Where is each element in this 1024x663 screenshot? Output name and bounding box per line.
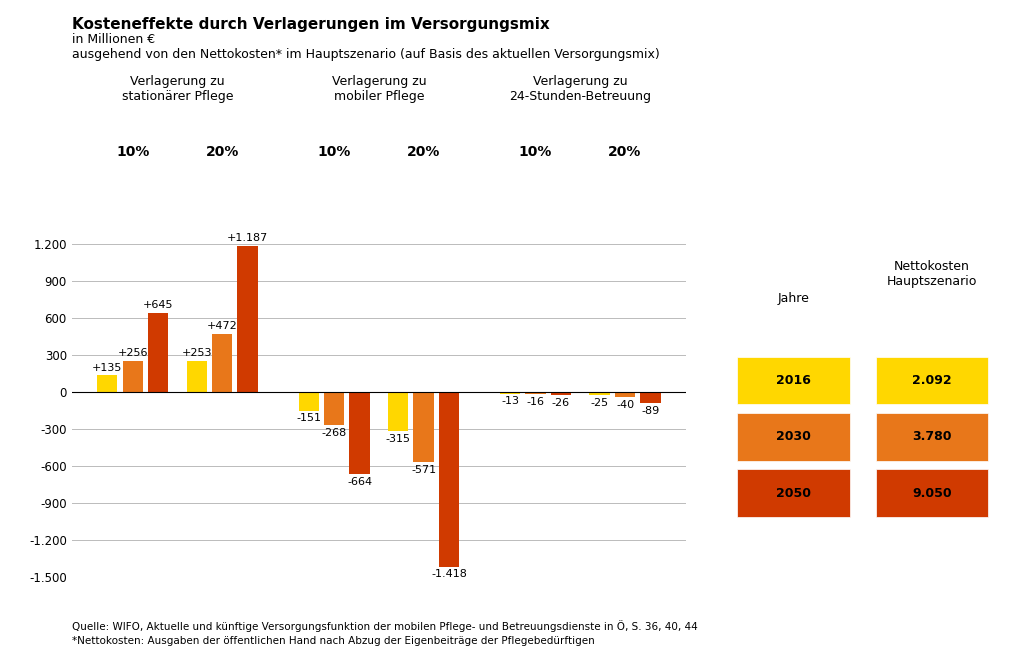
Text: 9.050: 9.050 — [912, 487, 951, 500]
Text: Verlagerung zu
stationärer Pflege: Verlagerung zu stationärer Pflege — [122, 75, 233, 103]
Bar — [212, 334, 232, 392]
Text: -1.418: -1.418 — [431, 570, 467, 579]
Text: in Millionen €: in Millionen € — [72, 33, 155, 46]
Text: -40: -40 — [616, 400, 634, 410]
Text: 20%: 20% — [407, 145, 440, 159]
Text: -664: -664 — [347, 477, 372, 487]
Text: 20%: 20% — [608, 145, 642, 159]
Text: -25: -25 — [591, 398, 608, 408]
Text: 2030: 2030 — [776, 430, 811, 444]
Bar — [640, 392, 660, 403]
Text: Jahre: Jahre — [777, 292, 810, 305]
Text: Nettokosten
Hauptszenario: Nettokosten Hauptszenario — [887, 261, 977, 288]
Text: -268: -268 — [322, 428, 347, 438]
Bar — [388, 392, 409, 431]
Text: 10%: 10% — [317, 145, 351, 159]
Text: -13: -13 — [501, 396, 519, 406]
Text: +1.187: +1.187 — [227, 233, 268, 243]
Text: 2.092: 2.092 — [912, 374, 951, 387]
Text: -571: -571 — [411, 465, 436, 475]
Text: 2050: 2050 — [776, 487, 811, 500]
Bar — [148, 313, 168, 392]
Bar — [439, 392, 459, 567]
Text: *Nettokosten: Ausgaben der öffentlichen Hand nach Abzug der Eigenbeiträge der Pf: *Nettokosten: Ausgaben der öffentlichen … — [72, 636, 594, 646]
Text: -26: -26 — [552, 398, 570, 408]
Text: Verlagerung zu
24-Stunden-Betreuung: Verlagerung zu 24-Stunden-Betreuung — [509, 75, 651, 103]
Text: Quelle: WIFO, Aktuelle und künftige Versorgungsfunktion der mobilen Pflege- und : Quelle: WIFO, Aktuelle und künftige Vers… — [72, 620, 697, 632]
Text: +645: +645 — [143, 300, 173, 310]
Bar — [614, 392, 635, 397]
Bar — [525, 392, 546, 394]
Text: +256: +256 — [118, 348, 147, 358]
Bar — [123, 361, 143, 392]
Bar — [414, 392, 434, 462]
Text: 10%: 10% — [519, 145, 552, 159]
Bar — [186, 361, 207, 392]
Text: 10%: 10% — [116, 145, 150, 159]
Bar — [590, 392, 609, 395]
Text: +135: +135 — [92, 363, 123, 373]
Text: 3.780: 3.780 — [912, 430, 951, 444]
Bar — [551, 392, 571, 395]
Text: Kosteneffekte durch Verlagerungen im Versorgungsmix: Kosteneffekte durch Verlagerungen im Ver… — [72, 17, 550, 32]
Bar — [238, 246, 258, 392]
Text: ausgehend von den Nettokosten* im Hauptszenario (auf Basis des aktuellen Versorg: ausgehend von den Nettokosten* im Haupts… — [72, 48, 659, 61]
Text: Verlagerung zu
mobiler Pflege: Verlagerung zu mobiler Pflege — [332, 75, 426, 103]
Bar — [97, 375, 118, 392]
Text: -315: -315 — [386, 434, 411, 444]
Text: +472: +472 — [207, 322, 238, 332]
Bar — [299, 392, 318, 410]
Bar — [500, 392, 520, 394]
Bar — [349, 392, 370, 474]
Text: -16: -16 — [526, 396, 545, 407]
Text: -151: -151 — [296, 414, 322, 424]
Bar — [324, 392, 344, 425]
Text: -89: -89 — [641, 406, 659, 416]
Text: +253: +253 — [181, 348, 212, 358]
Text: 2016: 2016 — [776, 374, 811, 387]
Text: 20%: 20% — [206, 145, 239, 159]
